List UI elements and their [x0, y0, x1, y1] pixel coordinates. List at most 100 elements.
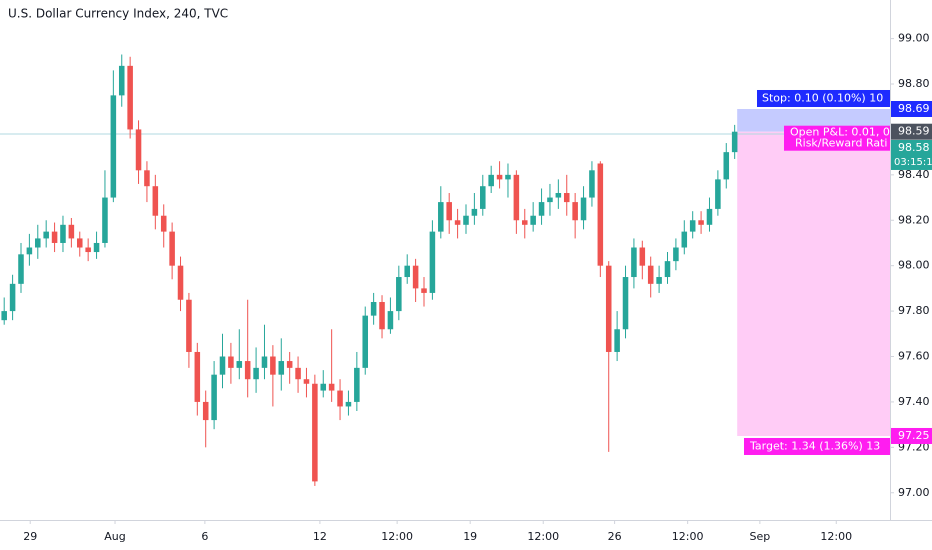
candle-body	[186, 299, 192, 352]
candle-body	[622, 277, 629, 330]
candle-body	[698, 220, 704, 225]
candle-body	[345, 401, 352, 407]
candle-body	[563, 193, 570, 203]
rr-label: Risk/Reward Rati	[795, 137, 887, 150]
x-tick-label: 19	[463, 530, 477, 543]
entry-price-label: 98.59	[898, 125, 930, 138]
candle-body	[488, 174, 494, 187]
candle-body	[228, 356, 234, 368]
chart-title: U.S. Dollar Currency Index, 240, TVC	[8, 7, 228, 21]
x-tick-label: Aug	[104, 530, 125, 543]
target-price-label: 97.25	[898, 429, 930, 442]
candle-body	[647, 265, 654, 284]
candle-body	[320, 383, 327, 391]
candle-body	[286, 361, 293, 368]
candle-body	[102, 197, 108, 243]
candle-body	[681, 231, 688, 248]
candle-body	[505, 174, 511, 180]
candle-body	[580, 197, 587, 221]
candle-body	[270, 356, 276, 375]
candle-body	[572, 202, 578, 221]
candle-body	[396, 277, 402, 312]
candle-body	[177, 265, 184, 300]
candle-body	[463, 215, 469, 225]
candle-body	[194, 351, 201, 402]
y-tick-label: 98.20	[898, 213, 930, 226]
pnl-label-box	[784, 125, 890, 151]
candle-body	[706, 208, 713, 225]
candle-body	[664, 261, 671, 278]
candle-body	[379, 302, 385, 330]
candle-body	[412, 265, 419, 289]
last-price-label: 98.58	[898, 141, 930, 154]
candle-body	[513, 174, 520, 221]
target-price-label-box	[891, 427, 932, 444]
candle-body	[639, 247, 646, 266]
x-tick-label: 29	[23, 530, 37, 543]
candle-body	[110, 95, 117, 198]
candle-body	[244, 361, 251, 380]
candle-body	[673, 247, 679, 262]
candle-body	[295, 367, 301, 380]
candle-body	[362, 315, 369, 368]
candle-body	[614, 329, 620, 352]
y-tick-label: 98.40	[898, 168, 930, 181]
candle-body	[631, 247, 637, 278]
candle-body	[731, 131, 738, 153]
candle-body	[328, 383, 335, 391]
x-tick-label: 12:00	[820, 530, 852, 543]
last-price-box	[891, 139, 932, 170]
candle-body	[303, 379, 310, 384]
candle-body	[605, 265, 612, 352]
target-label-box	[744, 437, 890, 455]
candle-body	[261, 356, 268, 368]
candle-body	[715, 179, 721, 209]
stop-label-box	[757, 89, 890, 107]
candle-body	[471, 208, 478, 216]
y-tick-label: 98.80	[898, 77, 930, 90]
candle-body	[337, 390, 343, 407]
candle-body	[723, 152, 730, 180]
x-tick-label: 12:00	[527, 530, 559, 543]
y-tick-label: 98.00	[898, 259, 930, 272]
candle-body	[480, 186, 486, 209]
candle-body	[135, 129, 142, 171]
target-label: Target: 1.34 (1.36%) 13	[749, 439, 880, 452]
x-tick-label: 26	[608, 530, 622, 543]
candle-body	[438, 202, 444, 232]
y-tick-label: 97.40	[898, 395, 930, 408]
x-tick-label: 12:00	[381, 530, 413, 543]
x-tick-label: 12:00	[672, 530, 704, 543]
candle-body	[597, 163, 604, 266]
candle-body	[144, 170, 150, 187]
candle-body	[43, 231, 49, 239]
candle-body	[152, 186, 159, 216]
candle-body	[429, 231, 436, 293]
candle-body	[9, 283, 16, 312]
candle-body	[236, 361, 243, 368]
candle-body	[656, 277, 662, 284]
candle-body	[26, 247, 33, 255]
candle-body	[312, 383, 318, 482]
candle-body	[689, 220, 696, 232]
y-tick-label: 99.00	[898, 32, 930, 45]
x-tick-label: Sep	[749, 530, 770, 543]
plot-area: Stop: 0.10 (0.10%) 10 Open P&L: 0.01, 0Ri…	[0, 54, 890, 486]
candle-body	[538, 202, 545, 216]
entry-price-label-box	[891, 123, 932, 140]
candle-body	[60, 224, 66, 243]
candle-body	[219, 356, 226, 375]
candle-body	[404, 265, 410, 278]
y-tick-label: 97.00	[898, 486, 930, 499]
candle-body	[118, 65, 125, 96]
candle-body	[202, 401, 209, 421]
candle-body	[160, 215, 167, 232]
stop-label: Stop: 0.10 (0.10%) 10	[762, 91, 883, 104]
candle-body	[211, 374, 217, 421]
target-zone	[737, 131, 890, 436]
candle-body	[169, 231, 175, 266]
countdown-label: 03:15:18	[894, 157, 932, 168]
y-tick-label: 97.60	[898, 350, 930, 363]
candle-body	[454, 220, 461, 225]
